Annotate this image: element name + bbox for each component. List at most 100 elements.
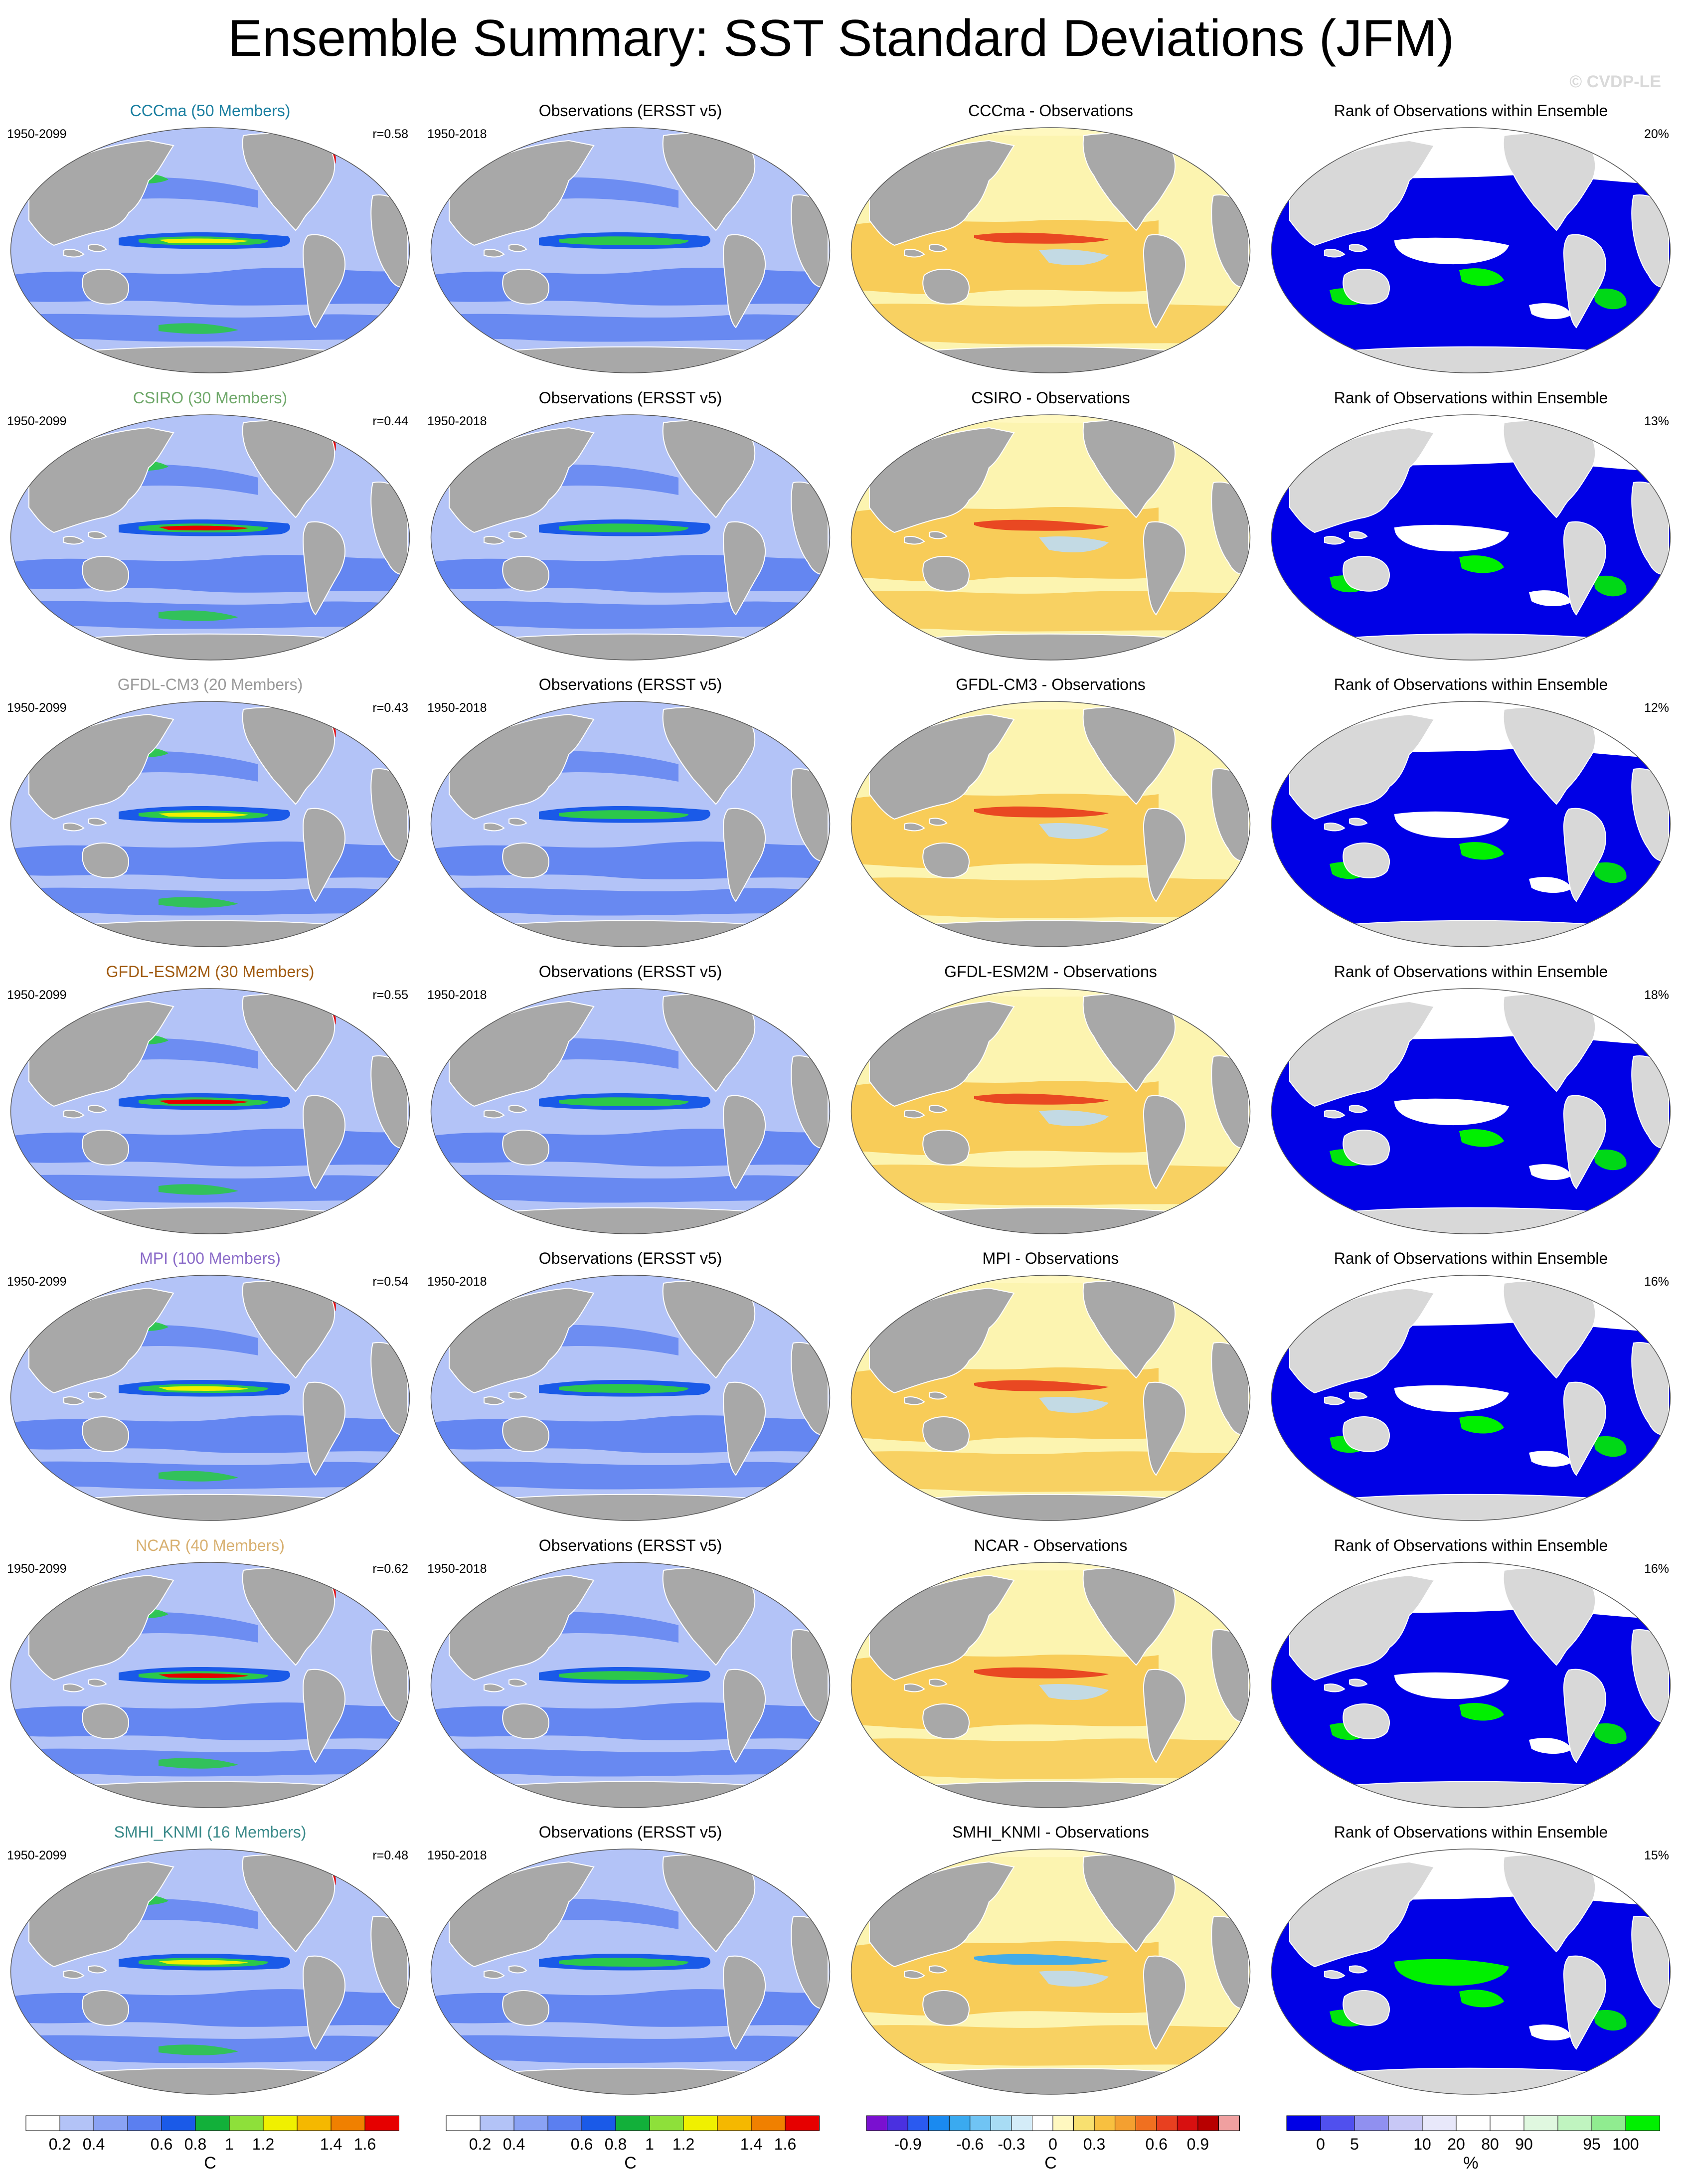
colorbar-swatch (1388, 2115, 1423, 2131)
model-map (9, 126, 411, 375)
colorbar-sd2: 0.2 0.4 0.6 0.8 1 1.2 1.4 1.6 C (420, 2114, 841, 2184)
diff-map (849, 987, 1252, 1236)
model-panel: GFDL-ESM2M (30 Members) 1950-2099 r=0.55 (0, 956, 420, 1242)
diff-map (849, 699, 1252, 949)
diff-panel-title: MPI - Observations (982, 1249, 1119, 1267)
colorbar-tick-label: 0.4 (83, 2135, 105, 2153)
model-panel-title: MPI (100 Members) (140, 1249, 281, 1267)
colorbar-rank: 0 5 10 20 80 90 95 100% (1261, 2114, 1681, 2184)
rank-percent: 20% (1644, 127, 1669, 141)
rank-map (1270, 126, 1672, 375)
rank-panel: Rank of Observations within Ensemble 12% (1261, 669, 1681, 955)
rank-percent: 13% (1644, 414, 1669, 428)
colorbar-tick-label: 1 (225, 2135, 234, 2153)
colorbar-swatch (1490, 2115, 1524, 2131)
model-map (9, 1560, 411, 1810)
obs-map (429, 413, 832, 662)
colorbar-swatch (1177, 2115, 1198, 2131)
period-label: 1950-2099 (7, 1561, 67, 1576)
colorbar-swatch (949, 2115, 971, 2131)
model-panel-title: CSIRO (30 Members) (133, 388, 288, 407)
colorbar-swatch (887, 2115, 909, 2131)
colorbar-tick-label: -0.3 (998, 2135, 1025, 2153)
colorbar-swatch (1011, 2115, 1033, 2131)
colorbar-swatch (907, 2115, 929, 2131)
pattern-correlation: r=0.55 (372, 988, 408, 1002)
diff-panel: SMHI_KNMI - Observations (841, 1816, 1261, 2103)
obs-panel: Observations (ERSST v5) 1950-2018 (420, 95, 841, 381)
colorbar-swatch (1031, 2115, 1054, 2131)
diff-map (849, 1560, 1252, 1810)
diff-panel: MPI - Observations (841, 1242, 1261, 1529)
colorbar-swatch (581, 2115, 616, 2131)
panel-row: GFDL-CM3 (20 Members) 1950-2099 r=0.43 Obse… (0, 669, 1682, 955)
colorbar-swatch (1156, 2115, 1178, 2131)
colorbar-tick-label: 0 (1048, 2135, 1057, 2153)
colorbar-swatch (1320, 2115, 1355, 2131)
diff-panel-title: GFDL-CM3 - Observations (956, 675, 1146, 693)
diff-panel: CCCma - Observations (841, 95, 1261, 381)
model-panel-title: CCCma (50 Members) (130, 102, 291, 120)
colorbar-tick-label: -0.9 (894, 2135, 922, 2153)
obs-panel-title: Observations (ERSST v5) (538, 962, 722, 981)
colorbar-tick-label: 1.4 (320, 2135, 342, 2153)
colorbar-swatch (331, 2115, 365, 2131)
rank-map (1270, 699, 1672, 949)
diff-map (849, 1273, 1252, 1522)
model-panel: GFDL-CM3 (20 Members) 1950-2099 r=0.43 (0, 669, 420, 955)
colorbar-tick-label: 20 (1447, 2135, 1465, 2153)
period-label: 1950-2099 (7, 127, 67, 141)
colorbar-tick-label: 0.9 (1187, 2135, 1209, 2153)
colorbar-tick-label: 1 (645, 2135, 654, 2153)
pattern-correlation: r=0.54 (372, 1275, 408, 1289)
diff-panel: GFDL-CM3 - Observations (841, 669, 1261, 955)
model-panel: SMHI_KNMI (16 Members) 1950-2099 r=0.48 (0, 1816, 420, 2103)
obs-panel: Observations (ERSST v5) 1950-2018 (420, 1242, 841, 1529)
colorbar-unit: C (204, 2154, 216, 2173)
colorbar-tick-label: -0.6 (956, 2135, 984, 2153)
obs-panel-title: Observations (ERSST v5) (538, 675, 722, 693)
colorbar-swatch (970, 2115, 992, 2131)
colorbar-swatch (785, 2115, 820, 2131)
diff-panel-title: GFDL-ESM2M - Observations (944, 962, 1157, 981)
diff-panel-title: CCCma - Observations (968, 102, 1133, 120)
obs-panel: Observations (ERSST v5) 1950-2018 (420, 669, 841, 955)
colorbar-swatch (25, 2115, 60, 2131)
panel-row: CCCma (50 Members) 1950-2099 r=0.58 Observa… (0, 95, 1682, 381)
period-label: 1950-2099 (7, 1848, 67, 1862)
obs-panel: Observations (ERSST v5) 1950-2018 (420, 1816, 841, 2103)
period-label: 1950-2099 (7, 1275, 67, 1289)
colorbar-tick-label: 0.6 (151, 2135, 172, 2153)
colorbar-swatch (195, 2115, 230, 2131)
model-panel-title: SMHI_KNMI (16 Members) (114, 1823, 307, 1841)
pattern-correlation: r=0.44 (372, 414, 408, 428)
colorbar-swatch (1073, 2115, 1095, 2131)
colorbar-swatch (1094, 2115, 1116, 2131)
model-panel-title: GFDL-CM3 (20 Members) (117, 675, 303, 693)
colorbar-swatch (127, 2115, 162, 2131)
rank-map (1270, 1560, 1672, 1810)
obs-map (429, 1273, 832, 1522)
panel-grid: CCCma (50 Members) 1950-2099 r=0.58 Observa… (0, 95, 1682, 2104)
colorbar-swatch (229, 2115, 264, 2131)
period-label: 1950-2018 (427, 701, 487, 715)
obs-panel-title: Observations (ERSST v5) (538, 102, 722, 120)
diff-map (849, 413, 1252, 662)
colorbar-swatch (1625, 2115, 1660, 2131)
model-map (9, 413, 411, 662)
period-label: 1950-2099 (7, 701, 67, 715)
colorbar-unit: % (1463, 2154, 1479, 2173)
rank-panel-title: Rank of Observations within Ensemble (1334, 1536, 1608, 1554)
colorbar-swatch (1591, 2115, 1626, 2131)
pattern-correlation: r=0.48 (372, 1848, 408, 1862)
colorbar-swatch (1557, 2115, 1592, 2131)
colorbar-swatch (1422, 2115, 1457, 2131)
diff-panel: CSIRO - Observations (841, 382, 1261, 669)
diff-panel-title: CSIRO - Observations (971, 388, 1130, 407)
obs-map (429, 1847, 832, 2096)
colorbar-tick-label: 100 (1612, 2135, 1639, 2153)
page-title: Ensemble Summary: SST Standard Deviation… (227, 9, 1455, 67)
colorbar-tick-label: 90 (1515, 2135, 1533, 2153)
rank-panel: Rank of Observations within Ensemble 16% (1261, 1529, 1681, 1816)
colorbar-swatch (928, 2115, 950, 2131)
